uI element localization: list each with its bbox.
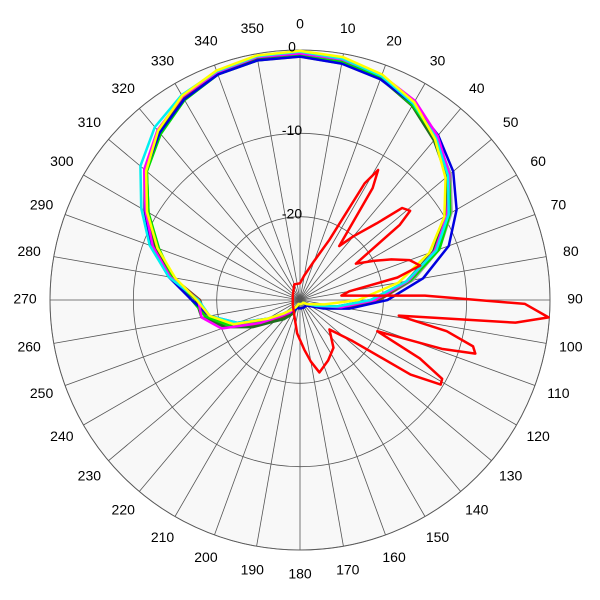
theta-tick-label: 40 — [469, 80, 485, 96]
theta-tick-label: 270 — [13, 291, 37, 307]
series-line — [144, 49, 447, 326]
spoke — [299, 53, 344, 301]
spoke — [299, 299, 426, 517]
theta-tick-label: 200 — [194, 549, 218, 565]
theta-tick-label: 230 — [78, 467, 102, 483]
theta-tick-label: 250 — [30, 385, 54, 401]
theta-tick-label: 130 — [499, 467, 523, 483]
theta-tick-label: 70 — [551, 197, 567, 213]
theta-tick-label: 90 — [567, 291, 583, 307]
spoke — [138, 299, 301, 492]
theta-tick-label: 320 — [112, 80, 136, 96]
spoke — [299, 83, 426, 301]
theta-tick-label: 210 — [151, 529, 175, 545]
spoke — [64, 299, 301, 386]
theta-tick-label: 170 — [336, 562, 360, 578]
theta-tick-label: 50 — [503, 114, 519, 130]
theta-tick-label: 260 — [17, 338, 41, 354]
spoke — [299, 299, 517, 426]
spoke — [299, 214, 536, 301]
theta-tick-label: 110 — [547, 385, 570, 401]
spoke — [214, 299, 301, 536]
spoke — [83, 174, 301, 301]
spoke — [108, 299, 301, 462]
spoke — [299, 138, 492, 301]
theta-tick-label: 240 — [50, 428, 74, 444]
label-layer: -20 -10 00 10 20 30 40 50 60 70 80 90 100 110 120 130 14… — [13, 16, 583, 582]
theta-tick-label: 20 — [386, 32, 402, 48]
r-tick-label: -10 — [282, 122, 302, 138]
theta-tick-label: 80 — [563, 243, 579, 259]
theta-tick-label: 10 — [340, 20, 356, 36]
theta-tick-label: 0 — [296, 16, 304, 32]
theta-tick-label: 150 — [426, 529, 450, 545]
r-tick-label: -20 — [282, 205, 302, 221]
theta-tick-label: 100 — [559, 338, 583, 354]
theta-tick-label: 60 — [530, 153, 546, 169]
spoke — [299, 299, 492, 462]
theta-tick-label: 350 — [241, 20, 265, 36]
theta-tick-label: 340 — [194, 32, 218, 48]
theta-tick-label: 190 — [241, 562, 265, 578]
spoke — [174, 299, 301, 517]
spoke — [299, 299, 462, 492]
spoke — [299, 299, 344, 547]
theta-tick-label: 280 — [17, 243, 41, 259]
spoke — [299, 299, 386, 536]
spoke — [256, 53, 301, 301]
spoke — [174, 83, 301, 301]
series-layer — [139, 49, 550, 386]
spoke — [64, 214, 301, 301]
theta-tick-label: 180 — [288, 566, 312, 582]
theta-tick-label: 310 — [78, 114, 102, 130]
theta-tick-label: 120 — [526, 428, 550, 444]
spoke — [138, 108, 301, 301]
spoke — [299, 174, 517, 301]
theta-tick-label: 160 — [382, 549, 406, 565]
spoke — [214, 64, 301, 301]
theta-tick-label: 300 — [50, 153, 74, 169]
theta-tick-label: 140 — [465, 501, 489, 517]
r-tick-label: 0 — [288, 39, 296, 55]
theta-tick-label: 330 — [151, 53, 175, 69]
series-line — [291, 168, 550, 386]
theta-tick-label: 290 — [30, 197, 54, 213]
theta-tick-label: 30 — [430, 53, 446, 69]
theta-tick-label: 220 — [112, 501, 136, 517]
spoke — [53, 299, 301, 344]
spoke — [256, 299, 301, 547]
